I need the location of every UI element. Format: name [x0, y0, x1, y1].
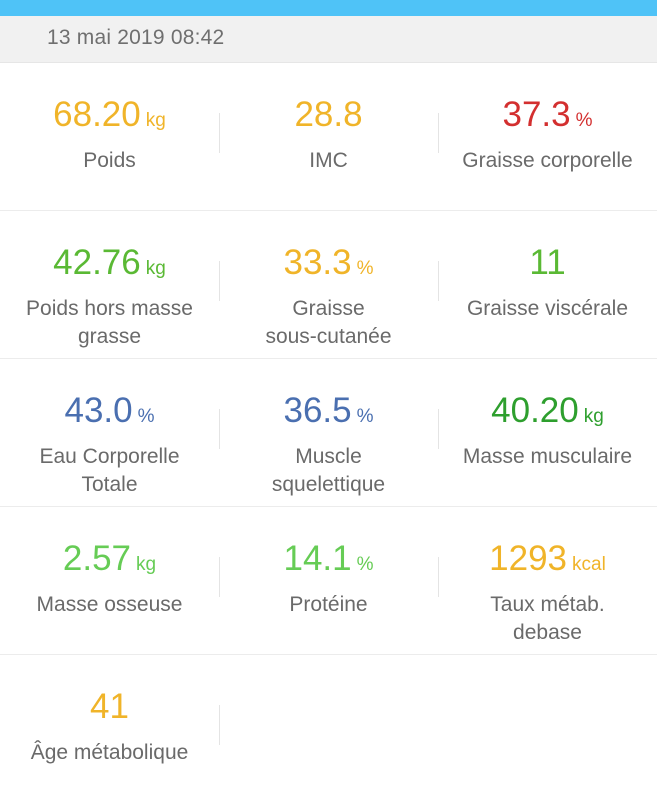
metric-unit: % [356, 554, 374, 575]
metric-value-group: 68.20 kg [0, 93, 219, 137]
metric-value: 37.3 [502, 95, 571, 134]
metric-value-group: 1293 kcal [438, 537, 657, 581]
measurement-date: 13 mai 2019 08:42 [47, 26, 225, 49]
metric-unit: % [356, 406, 374, 427]
column-divider [219, 705, 220, 745]
metric-label: Protéine [289, 593, 368, 616]
metric-value: 68.20 [53, 95, 141, 134]
metrics-row: 2.57 kg Masse osseuse 14.1% Protéine 1293… [0, 507, 657, 655]
metrics-grid: 68.20 kg Poids 28.8 IMC 37.3% Graisse cor… [0, 63, 657, 802]
column-divider [438, 113, 439, 153]
metric-graisse-sous-cutanee[interactable]: 33.3% Graisse sous-cutanée [219, 211, 438, 358]
metric-label: Muscle squelettique [271, 445, 386, 496]
metric-unit: kg [583, 406, 604, 427]
column-divider [438, 409, 439, 449]
metrics-row: 68.20 kg Poids 28.8 IMC 37.3% Graisse cor… [0, 63, 657, 211]
metric-value: 14.1 [283, 539, 352, 578]
metric-value: 40.20 [491, 391, 579, 430]
column-divider [219, 113, 220, 153]
metric-unit: % [137, 406, 155, 427]
metric-unit: kcal [572, 554, 606, 575]
metric-value-group: 43.0% [0, 389, 219, 433]
metric-value-group: 42.76 kg [0, 241, 219, 285]
metric-poids-hors-masse-grasse[interactable]: 42.76 kg Poids hors masse grasse [0, 211, 219, 358]
metric-value: 33.3 [283, 243, 352, 282]
metric-age-metabolique[interactable]: 41 Âge métabolique [0, 655, 219, 802]
metric-label: Graisse sous-cutanée [265, 297, 392, 348]
metric-label: Graisse viscérale [466, 297, 629, 320]
metrics-row: 43.0% Eau Corporelle Totale 36.5% Muscle… [0, 359, 657, 507]
column-divider [219, 409, 220, 449]
metric-value-group: 41 [0, 685, 219, 729]
metric-label: Taux métab. debase [490, 593, 605, 644]
metric-unit: kg [136, 554, 157, 575]
metric-value: 36.5 [283, 391, 352, 430]
measurement-date-header: 13 mai 2019 08:42 [0, 16, 657, 63]
metric-proteine[interactable]: 14.1% Protéine [219, 507, 438, 654]
metric-eau-corporelle-totale[interactable]: 43.0% Eau Corporelle Totale [0, 359, 219, 506]
metric-label: Masse musculaire [462, 445, 633, 468]
metric-label: Graisse corporelle [462, 149, 633, 172]
metric-unit: % [356, 258, 374, 279]
metric-graisse-corporelle[interactable]: 37.3% Graisse corporelle [438, 63, 657, 210]
metric-value-group: 33.3% [219, 241, 438, 285]
metric-muscle-squelettique[interactable]: 36.5% Muscle squelettique [219, 359, 438, 506]
column-divider [438, 557, 439, 597]
metric-label: Eau Corporelle Totale [39, 445, 180, 496]
metrics-row: 42.76 kg Poids hors masse grasse 33.3% Gr… [0, 211, 657, 359]
metric-value-group: 28.8 [219, 93, 438, 137]
metric-value: 11 [529, 243, 566, 282]
metric-value: 28.8 [294, 95, 363, 134]
metric-value-group: 14.1% [219, 537, 438, 581]
metric-label: Masse osseuse [36, 593, 183, 616]
metric-value-group: 2.57 kg [0, 537, 219, 581]
metric-masse-musculaire[interactable]: 40.20 kg Masse musculaire [438, 359, 657, 506]
metric-graisse-viscerale[interactable]: 11 Graisse viscérale [438, 211, 657, 358]
metric-value-group: 37.3% [438, 93, 657, 137]
metric-taux-metabolique-de-base[interactable]: 1293 kcal Taux métab. debase [438, 507, 657, 654]
metric-value: 1293 [489, 539, 568, 578]
metric-masse-osseuse[interactable]: 2.57 kg Masse osseuse [0, 507, 219, 654]
column-divider [219, 261, 220, 301]
metric-poids[interactable]: 68.20 kg Poids [0, 63, 219, 210]
metric-label: Âge métabolique [30, 741, 189, 764]
metric-value: 2.57 [62, 539, 132, 578]
metrics-row: 41 Âge métabolique [0, 655, 657, 802]
column-divider [438, 261, 439, 301]
metric-unit: kg [145, 110, 166, 131]
metric-unit: % [575, 110, 593, 131]
metric-value: 43.0 [64, 391, 133, 430]
metric-value: 41 [90, 687, 129, 726]
metric-label: Poids [83, 149, 136, 172]
metric-imc[interactable]: 28.8 IMC [219, 63, 438, 210]
metric-value-group: 11 [438, 241, 657, 285]
metric-label: IMC [309, 149, 348, 172]
metric-unit: kg [145, 258, 166, 279]
metric-value-group: 36.5% [219, 389, 438, 433]
metric-label: Poids hors masse grasse [26, 297, 193, 348]
column-divider [219, 557, 220, 597]
top-status-accent-bar [0, 0, 657, 16]
metric-value: 42.76 [53, 243, 141, 282]
metric-value-group: 40.20 kg [438, 389, 657, 433]
